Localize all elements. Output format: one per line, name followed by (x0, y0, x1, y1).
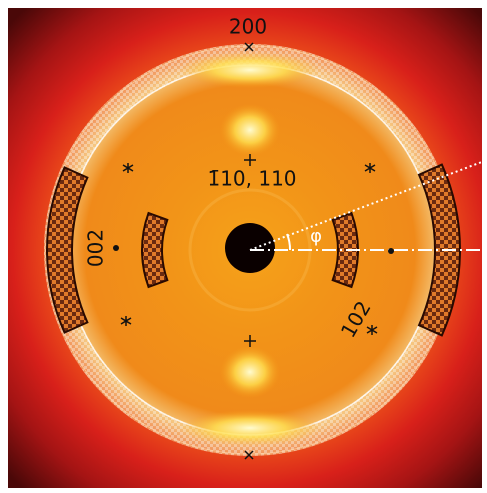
label-200: 200 (229, 15, 267, 39)
label-110: 1̄10, 110 (207, 167, 296, 191)
label-phi: φ (310, 226, 322, 247)
label-002: 002 (84, 229, 108, 267)
beam-stop (225, 223, 275, 273)
pattern-image (8, 8, 487, 488)
diffraction-figure: 200 002 1̄10, 110 102 φ (0, 0, 487, 493)
